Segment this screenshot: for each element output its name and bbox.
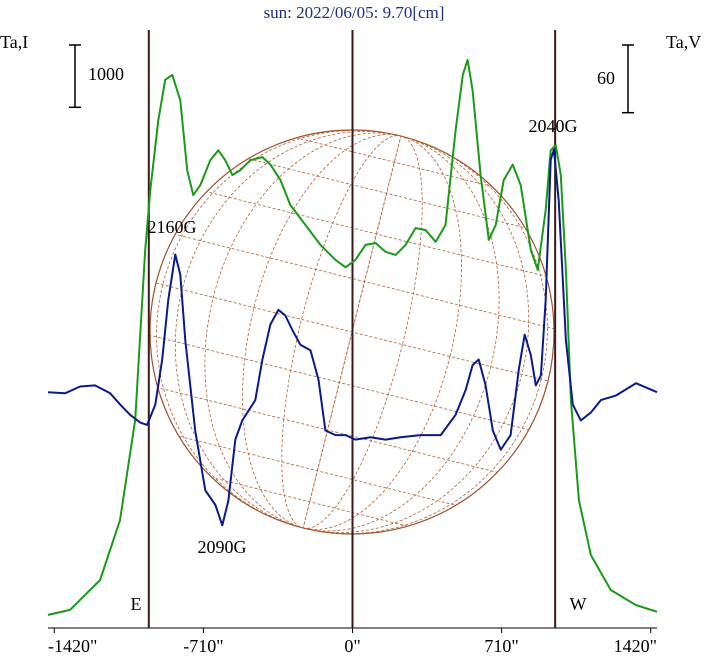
- x-tick-label: 710": [484, 636, 518, 656]
- y2-axis-label: Ta,V: [666, 32, 701, 52]
- annotation: 2160G: [148, 217, 197, 237]
- data-line: [47, 58, 658, 616]
- chart-title: sun: 2022/06/05: 9.70[cm]: [264, 3, 445, 22]
- annotation: 2040G: [529, 116, 578, 136]
- x-tick-label: -1420": [48, 636, 97, 656]
- scale-bar-label: 60: [597, 68, 615, 88]
- scale-bar-label: 1000: [88, 64, 124, 84]
- x-tick-label: 1420": [614, 636, 657, 656]
- data-line: [47, 148, 658, 527]
- limb-label: W: [570, 594, 587, 614]
- annotation: 2090G: [198, 537, 247, 557]
- limb-label: E: [131, 594, 142, 614]
- x-tick-label: -710": [183, 636, 223, 656]
- y-axis-label: Ta,I: [0, 32, 28, 52]
- x-tick-label: 0": [344, 636, 360, 656]
